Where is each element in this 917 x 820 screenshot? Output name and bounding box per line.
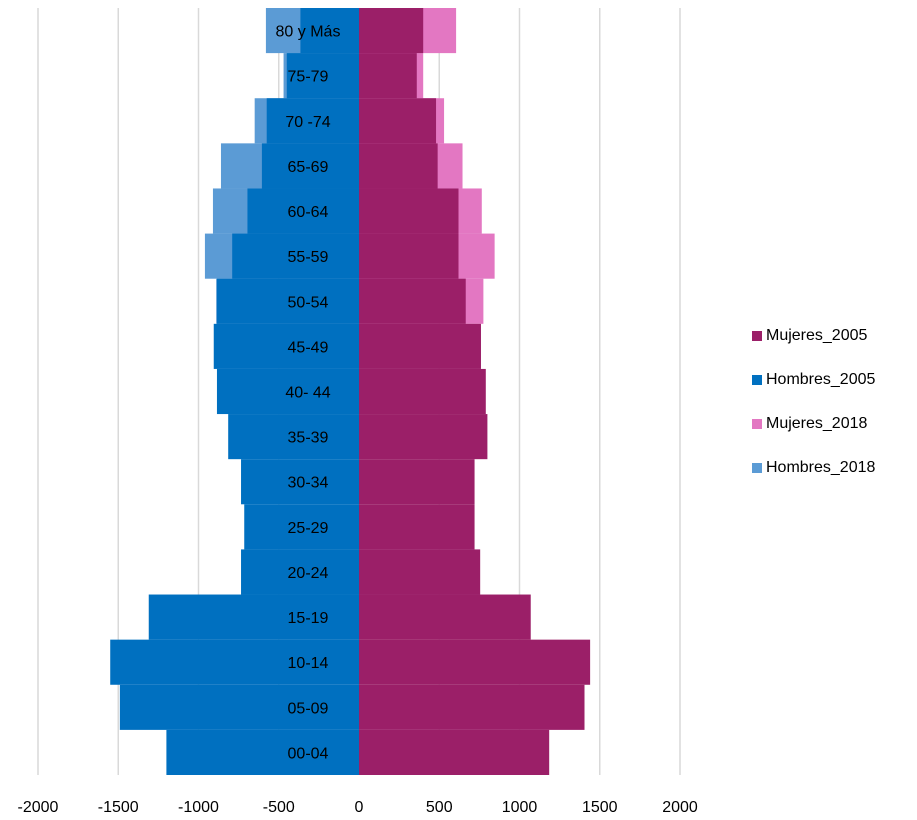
bar-hombres-2005 xyxy=(241,549,359,595)
bar-hombres-2005 xyxy=(286,53,359,99)
legend-swatch xyxy=(752,375,762,385)
legend-item-mujeres-2018: Mujeres_2018 xyxy=(752,413,875,435)
category-label: 45-49 xyxy=(288,339,329,356)
bar-mujeres-2005 xyxy=(359,414,488,460)
bar-hombres-2005 xyxy=(232,233,359,279)
legend-label: Hombres_2018 xyxy=(766,459,876,476)
legend-swatch xyxy=(752,419,762,429)
bar-mujeres-2005 xyxy=(359,368,486,415)
bar-mujeres-2005 xyxy=(359,8,424,54)
x-tick-label: 1500 xyxy=(582,799,618,816)
bar-hombres-2005 xyxy=(261,143,359,189)
category-label: 55-59 xyxy=(288,249,329,266)
category-label: 10-14 xyxy=(288,655,329,672)
category-label: 80 y Más xyxy=(276,24,341,41)
x-tick-label: -1500 xyxy=(98,799,139,816)
x-axis-tick-labels: -2000 -1500 -1000 -500 0 500 1000 1500 2000 xyxy=(18,799,698,816)
bar-hombres-2005 xyxy=(216,368,359,415)
x-tick-label: 500 xyxy=(426,799,453,816)
legend-label: Hombres_2005 xyxy=(766,371,876,388)
bar-mujeres-2005 xyxy=(359,504,475,550)
x-tick-label: -500 xyxy=(263,799,295,816)
category-label: 75-79 xyxy=(288,69,329,86)
bar-mujeres-2005 xyxy=(359,53,417,99)
legend-item-mujeres-2005: Mujeres_2005 xyxy=(752,325,875,347)
category-label: 20-24 xyxy=(288,565,329,582)
legend-item-hombres-2018: Hombres_2018 xyxy=(752,457,875,479)
bar-mujeres-2005 xyxy=(359,684,585,730)
bar-mujeres-2005 xyxy=(359,729,550,775)
x-tick-label: 1000 xyxy=(502,799,538,816)
bar-hombres-2005 xyxy=(228,414,359,460)
bar-hombres-2005 xyxy=(241,459,359,505)
bar-mujeres-2005 xyxy=(359,98,437,144)
bar-hombres-2005 xyxy=(148,594,359,640)
legend-swatch xyxy=(752,463,762,473)
bar-mujeres-2005 xyxy=(359,188,459,234)
category-label: 50-54 xyxy=(288,294,329,311)
category-label: 25-29 xyxy=(288,520,329,537)
legend-item-hombres-2005: Hombres_2005 xyxy=(752,369,875,391)
legend-label: Mujeres_2005 xyxy=(766,327,868,344)
bar-hombres-2005 xyxy=(300,8,359,54)
category-label: 35-39 xyxy=(288,430,329,447)
bar-mujeres-2005 xyxy=(359,323,481,369)
bar-hombres-2005 xyxy=(110,639,359,685)
x-tick-label: 0 xyxy=(355,799,364,816)
category-labels: 00-04 05-09 10-14 15-19 20-24 25-29 30-34 35-39… xyxy=(276,24,341,763)
bar-mujeres-2005 xyxy=(359,233,459,279)
bar-mujeres-2005 xyxy=(359,459,475,505)
bar-hombres-2005 xyxy=(266,98,359,144)
category-label: 60-64 xyxy=(288,204,329,221)
bar-mujeres-2005 xyxy=(359,278,466,324)
bar-mujeres-2005 xyxy=(359,549,481,595)
legend: Mujeres_2005 Hombres_2005 Mujeres_2018 H… xyxy=(752,325,875,501)
category-label: 30-34 xyxy=(288,475,329,492)
bars xyxy=(110,8,591,775)
x-tick-label: -1000 xyxy=(178,799,219,816)
x-tick-label: -2000 xyxy=(18,799,59,816)
category-label: 00-04 xyxy=(288,745,329,762)
bar-hombres-2005 xyxy=(213,323,359,369)
bar-hombres-2005 xyxy=(216,278,359,324)
bar-hombres-2005 xyxy=(244,504,359,550)
legend-swatch xyxy=(752,331,762,341)
x-tick-label: 2000 xyxy=(662,799,698,816)
category-label: 05-09 xyxy=(288,700,329,717)
category-label: 15-19 xyxy=(288,610,329,627)
category-label: 65-69 xyxy=(288,159,329,176)
bar-hombres-2005 xyxy=(247,188,359,234)
category-label: 40- 44 xyxy=(285,385,330,402)
bar-hombres-2005 xyxy=(119,684,359,730)
category-label: 70 -74 xyxy=(285,114,330,131)
bar-hombres-2005 xyxy=(166,729,359,775)
bar-mujeres-2005 xyxy=(359,143,438,189)
legend-label: Mujeres_2018 xyxy=(766,415,868,432)
bar-mujeres-2005 xyxy=(359,594,531,640)
bar-mujeres-2005 xyxy=(359,639,591,685)
